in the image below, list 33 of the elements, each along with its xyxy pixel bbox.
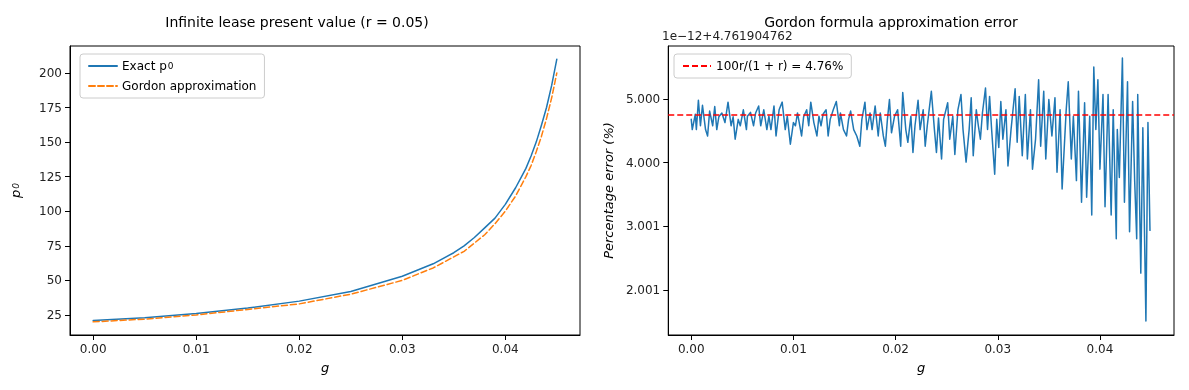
y-tick-label: 5.000 [625,91,661,106]
y-axis-title: Percentage error (%) [601,122,616,259]
y-tick-label: 200 [39,65,62,80]
y-tick-label: 125 [39,169,62,184]
y-tick-label: 2.001 [625,283,661,298]
chart-title: Gordon formula approximation error [764,14,1019,30]
x-tick-label: 0.02 [882,342,909,356]
y-tick-label: 25 [46,307,62,322]
legend-label: Exact p0 [122,59,174,73]
x-tick-label: 0.00 [79,342,107,356]
x-tick-label: 0.02 [285,342,313,356]
text: 1e−12+4.761904762 [662,29,793,43]
y-axis-title: p0 [8,182,23,199]
x-tick-label: 0.04 [1086,342,1114,356]
x-tick-label: 0.04 [491,342,519,356]
legend-label: Gordon approximation [122,79,257,93]
x-tick-label: 0.00 [677,342,705,356]
y-tick-label: 50 [46,273,62,288]
x-axis-title: g [320,360,330,375]
x-tick-label: 0.01 [780,342,807,356]
y-tick-label: 3.001 [625,219,661,234]
line-series [690,57,1151,322]
legend-label: 100r/(1 + r) = 4.76% [716,59,844,73]
y-tick-label: 75 [46,238,62,253]
y-tick-label: 175 [39,100,62,115]
x-axis-title: g [916,360,926,375]
chart-title: Infinite lease present value (r = 0.05) [165,14,429,30]
y-tick-label: 4.000 [625,155,661,170]
x-tick-label: 0.03 [984,342,1012,356]
y-tick-label: 150 [39,135,62,150]
y-tick-label: 100 [39,204,62,219]
x-tick-label: 0.03 [388,342,416,356]
x-tick-label: 0.01 [182,342,210,356]
